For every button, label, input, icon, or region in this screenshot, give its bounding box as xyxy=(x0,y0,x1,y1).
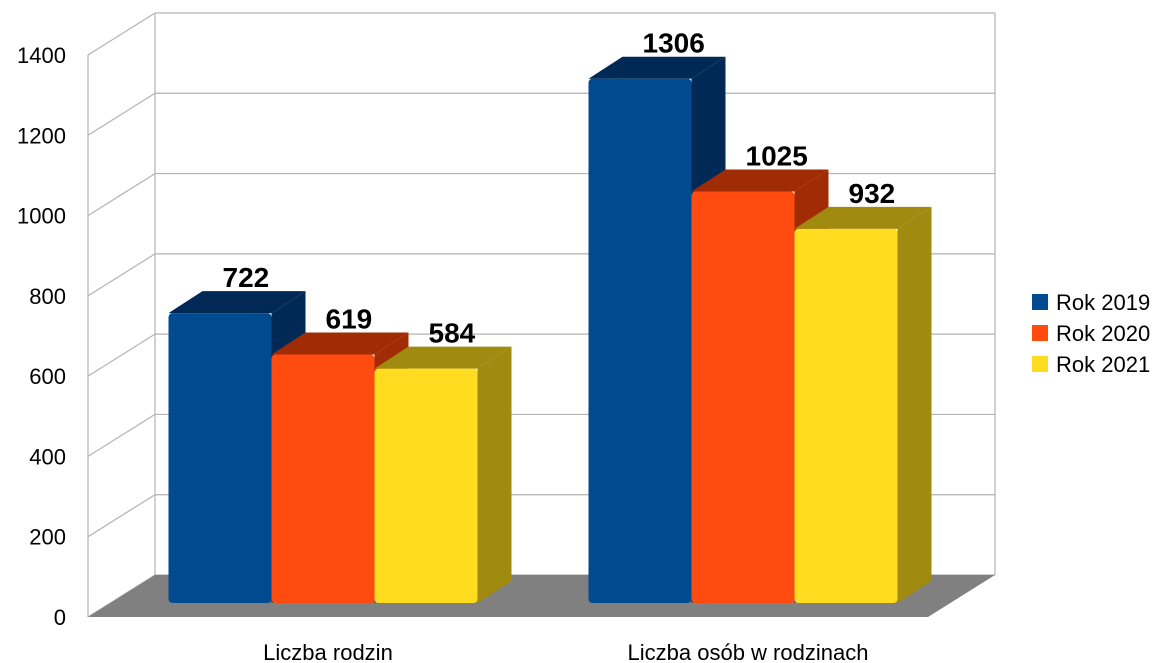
gridline-side xyxy=(87,333,156,377)
legend-label: Rok 2019 xyxy=(1056,290,1150,315)
bar xyxy=(374,368,478,603)
legend-label: Rok 2020 xyxy=(1056,321,1150,346)
legend-label: Rok 2021 xyxy=(1056,352,1150,377)
bar xyxy=(588,78,692,604)
y-tick-label: 800 xyxy=(29,284,66,309)
bar-top xyxy=(691,169,829,192)
y-tick-label: 0 xyxy=(54,605,66,630)
y-tick-label: 1000 xyxy=(17,204,66,229)
data-label: 584 xyxy=(429,318,476,349)
bar xyxy=(271,354,375,603)
y-tick-label: 600 xyxy=(29,364,66,389)
legend-swatch xyxy=(1032,325,1048,341)
y-tick-label: 1400 xyxy=(17,43,66,68)
bar xyxy=(691,191,795,604)
legend-swatch xyxy=(1032,356,1048,372)
gridline-side xyxy=(87,92,156,136)
bar-top xyxy=(168,291,306,314)
legend-swatch xyxy=(1032,294,1048,310)
gridline-side xyxy=(87,253,156,297)
data-label: 1025 xyxy=(746,141,808,172)
data-label: 722 xyxy=(223,262,270,293)
bar-top xyxy=(271,332,409,355)
gridline-side xyxy=(87,173,156,217)
y-tick-label: 200 xyxy=(29,525,66,550)
bar-top xyxy=(794,206,932,229)
gridline-side xyxy=(87,494,156,538)
y-tick-label: 400 xyxy=(29,444,66,469)
bar-side xyxy=(897,206,932,603)
bar xyxy=(168,313,272,603)
data-label: 619 xyxy=(326,304,373,335)
y-tick-label: 1200 xyxy=(17,123,66,148)
data-label: 1306 xyxy=(643,28,705,59)
gridline-side xyxy=(87,413,156,457)
bar-top xyxy=(374,346,512,369)
gridline-side xyxy=(87,12,156,56)
bar-top xyxy=(588,56,726,79)
x-category-label: Liczba osób w rodzinach xyxy=(628,640,869,663)
bar-side xyxy=(477,346,512,603)
bar xyxy=(794,228,898,603)
data-label: 932 xyxy=(849,178,896,209)
x-category-label: Liczba rodzin xyxy=(263,640,393,663)
